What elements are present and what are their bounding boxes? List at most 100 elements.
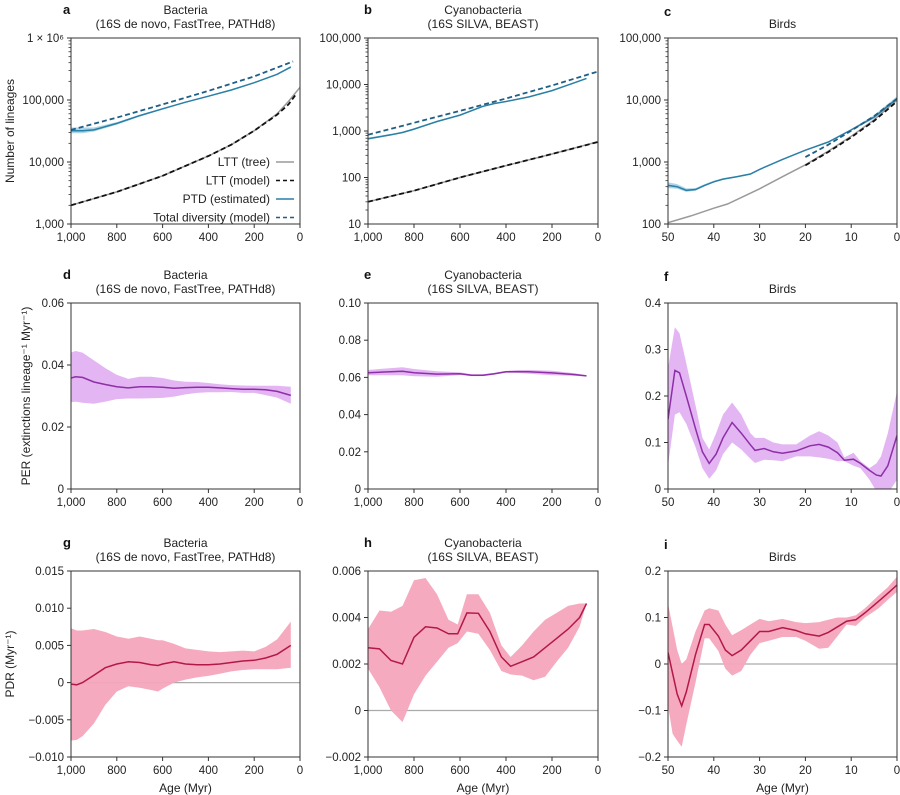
plot-area — [668, 576, 897, 747]
y-tick-label: 0.2 — [645, 566, 661, 578]
confidence-band-per — [668, 327, 897, 489]
panel-title: (16S de novo, FastTree, PATHd8) — [96, 550, 276, 564]
x-tick-label: 400 — [199, 232, 218, 244]
plot-frame — [667, 37, 898, 225]
panel-letter: g — [63, 535, 71, 550]
y-tick-label: −0.010 — [29, 752, 65, 764]
ylabel-row1: Number of lineages — [3, 79, 17, 183]
y-tick-label: 10,000 — [326, 80, 361, 92]
y-tick-label: 0.04 — [42, 360, 65, 372]
x-tick-label: 600 — [450, 232, 469, 244]
y-tick-label: 0.015 — [35, 566, 64, 578]
x-tick-label: 800 — [404, 497, 423, 509]
series-line-per — [668, 369, 897, 477]
y-tick-label: 100,000 — [22, 95, 64, 107]
panel-letter: b — [364, 2, 372, 17]
x-tick-label: 0 — [894, 765, 900, 777]
x-tick-label: 0 — [297, 765, 303, 777]
panel-i: i Birds 50 40 30 20 10 0 −0.2 −0.1 0 0.1 0.2 Age (Myr… — [638, 537, 900, 795]
confidence-band-per — [368, 367, 587, 377]
series-line-ltt-model- — [804, 100, 897, 167]
x-tick-label: 400 — [199, 765, 218, 777]
x-tick-label: 30 — [753, 765, 766, 777]
plot-frame — [367, 302, 599, 490]
x-tick-label: 1,000 — [354, 232, 383, 244]
plot-frame — [367, 37, 599, 225]
y-tick-label: 0.10 — [339, 298, 361, 310]
y-tick-label: 0 — [655, 484, 661, 496]
x-tick-label: 800 — [404, 232, 423, 244]
x-tick-label: 1,000 — [354, 497, 383, 509]
confidence-band-per — [71, 351, 291, 404]
y-tick-label: 0 — [655, 659, 661, 671]
y-tick-label: 0 — [355, 484, 361, 496]
x-tick-label: 0 — [297, 497, 303, 509]
legend-label: Total diversity (model) — [153, 211, 270, 225]
series-line-ltt-tree- — [368, 140, 598, 203]
x-axis-label: Age (Myr) — [457, 781, 510, 795]
y-tick-label: 0.2 — [645, 391, 661, 403]
panel-title: (16S de novo, FastTree, PATHd8) — [96, 282, 276, 296]
legend-label: PTD (estimated) — [183, 192, 270, 206]
y-tick-label: 0.08 — [339, 335, 361, 347]
panel-title: Cyanobacteria — [444, 536, 522, 550]
panel-title: Birds — [769, 282, 796, 296]
series-line-ptd-estimated- — [368, 77, 587, 140]
confidence-band-pdr — [668, 576, 897, 747]
x-tick-label: 20 — [799, 765, 812, 777]
panel-a: a Bacteria(16S de novo, FastTree, PATHd8)… — [22, 2, 303, 244]
plot-frame — [70, 37, 301, 225]
panel-title: Bacteria — [163, 3, 207, 17]
legend-label: LTT (model) — [206, 174, 270, 188]
series-line-ptd-estimated- — [668, 98, 897, 192]
legend-label: LTT (tree) — [218, 155, 270, 169]
x-tick-label: 0 — [595, 232, 601, 244]
panel-letter: i — [664, 537, 668, 552]
x-tick-label: 10 — [845, 765, 858, 777]
panel-letter: a — [63, 2, 71, 17]
panel-f: f Birds 50 40 30 20 10 0 0 0.1 0.2 0.3 0.4 — [645, 269, 900, 509]
x-tick-label: 1,000 — [57, 765, 86, 777]
plot-frame — [70, 570, 301, 758]
panel-b: b Cyanobacteria(16S SILVA, BEAST) 1,000 800… — [319, 2, 601, 244]
x-tick-label: 200 — [245, 232, 264, 244]
y-tick-label: 1,000 — [332, 126, 361, 138]
plot-frame — [70, 302, 301, 490]
panel-e: e Cyanobacteria(16S SILVA, BEAST) 1,000 800… — [339, 267, 602, 509]
panel-title: Cyanobacteria — [444, 268, 522, 282]
plot-area — [368, 578, 588, 723]
x-tick-label: 0 — [894, 497, 900, 509]
y-tick-label: −0.2 — [638, 752, 661, 764]
x-tick-label: 0 — [595, 497, 601, 509]
series-line-total-diversity-model- — [71, 60, 294, 131]
series-line-ltt-model- — [71, 94, 297, 207]
x-tick-label: 600 — [153, 232, 172, 244]
plot-area — [368, 367, 587, 377]
panel-title: Bacteria — [163, 268, 207, 282]
y-tick-label: 0.06 — [339, 372, 361, 384]
y-tick-label: 100,000 — [319, 33, 361, 45]
series-line-pdr — [71, 644, 292, 686]
panel-letter: c — [664, 4, 671, 19]
x-tick-label: 40 — [707, 232, 720, 244]
x-tick-label: 600 — [450, 765, 469, 777]
y-tick-label: 0 — [355, 706, 361, 718]
panel-d: d Bacteria(16S de novo, FastTree, PATHd8)… — [42, 267, 304, 509]
panel-g: g Bacteria(16S de novo, FastTree, PATHd8)… — [29, 535, 304, 795]
series-line-pdr — [668, 584, 897, 709]
y-tick-label: −0.002 — [326, 752, 362, 764]
series-line-per — [368, 370, 587, 377]
y-tick-label: −0.1 — [638, 706, 661, 718]
plot-area — [668, 327, 897, 489]
x-axis-label: Age (Myr) — [756, 781, 809, 795]
panel-letter: d — [63, 267, 71, 282]
y-tick-label: 0.005 — [35, 640, 64, 652]
panel-title: Birds — [769, 550, 796, 564]
series-line-pdr — [368, 603, 588, 668]
ylabel-row3: PDR (Myr⁻¹) — [3, 631, 17, 698]
x-tick-label: 40 — [707, 497, 720, 509]
y-tick-label: 1,000 — [35, 219, 64, 231]
y-tick-label: 0.06 — [42, 298, 64, 310]
x-tick-label: 600 — [153, 765, 172, 777]
